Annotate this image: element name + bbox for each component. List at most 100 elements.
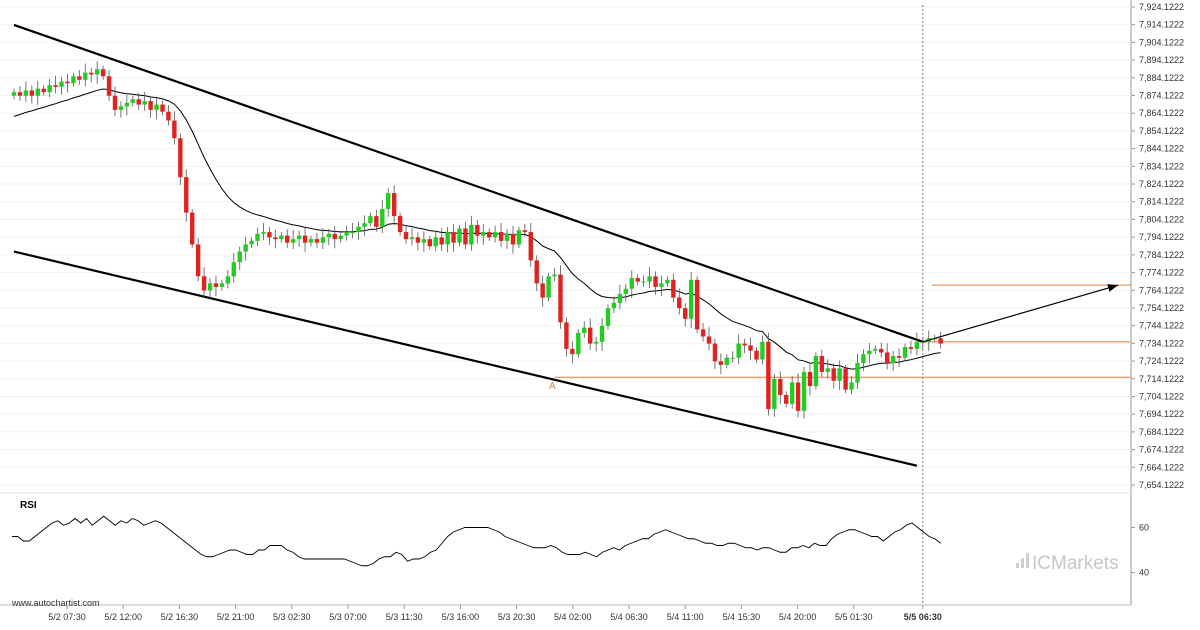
candle-body: [902, 347, 908, 358]
candle-body: [469, 224, 474, 245]
candle-body: [463, 228, 468, 245]
candle-body: [540, 283, 545, 298]
price-tick-label: 7,814.1222: [1139, 197, 1184, 207]
candle-body: [611, 302, 617, 309]
candle-body: [427, 239, 432, 247]
candle-body: [243, 244, 248, 252]
candle-body: [730, 357, 735, 359]
brand-logo: ICMarkets: [1016, 553, 1119, 574]
candle-body: [255, 233, 260, 241]
price-tick-label: 7,824.1222: [1139, 179, 1184, 189]
candle-body: [285, 235, 290, 243]
candle-body: [249, 240, 254, 245]
candle-body: [29, 90, 35, 96]
candle-body: [671, 279, 676, 298]
rsi-tick-label: 40: [1139, 568, 1149, 578]
price-tick-label: 7,714.1222: [1139, 374, 1184, 384]
candle-body: [677, 297, 682, 309]
time-tick-label: 5/2 12:00: [104, 612, 142, 622]
candle-body: [712, 343, 718, 362]
price-tick-label: 7,894.1222: [1139, 55, 1184, 65]
brand-logo-bar-3: [1026, 553, 1029, 568]
price-tick-label: 7,844.1222: [1139, 144, 1184, 154]
candle-body: [534, 260, 539, 284]
time-tick-label: 5/4 02:00: [554, 612, 592, 622]
price-tick-label: 7,784.1222: [1139, 250, 1184, 260]
descending-channel: [13, 23, 924, 467]
candle-body: [314, 239, 320, 243]
horizontal-levels: [554, 284, 1131, 378]
rsi-line: [12, 515, 941, 567]
candle-body: [136, 99, 141, 105]
candle-body: [409, 237, 415, 240]
candle-body: [605, 308, 611, 326]
candle-body: [415, 237, 421, 243]
candle-body: [647, 276, 652, 282]
candle-body: [896, 355, 902, 358]
candle-body: [516, 230, 522, 245]
candle-body: [439, 237, 444, 245]
candle-body: [356, 226, 361, 233]
candle-body: [190, 212, 195, 245]
candle-body: [908, 347, 914, 349]
price-tick-label: 7,694.1222: [1139, 409, 1184, 419]
candle-body: [694, 279, 700, 330]
candle-body: [112, 95, 118, 110]
candle-body: [195, 244, 201, 277]
price-tick-label: 7,794.1222: [1139, 232, 1184, 242]
candle-body: [65, 81, 70, 84]
candle-body: [789, 382, 795, 404]
rsi-tick-label: 60: [1139, 523, 1149, 533]
candle-body: [623, 288, 629, 295]
candle-body: [879, 348, 884, 353]
candle-body: [718, 361, 724, 365]
candle-body: [403, 232, 409, 240]
candle-body: [397, 216, 403, 233]
candle-body: [867, 350, 872, 355]
candle-body: [724, 357, 729, 365]
candle-body: [267, 232, 272, 238]
candle-body: [172, 120, 177, 139]
rsi-title: RSI: [20, 500, 37, 511]
candle-body: [148, 101, 153, 110]
candle-body: [94, 69, 100, 75]
projection-arrow-line: [922, 284, 1119, 343]
candle-body: [77, 76, 82, 80]
candle-body: [368, 216, 373, 224]
candle-body: [201, 276, 207, 291]
candle-body: [582, 327, 587, 333]
candle-body: [124, 102, 130, 107]
candle-body: [546, 276, 551, 298]
candle-body: [938, 338, 943, 344]
candle-body: [83, 72, 88, 80]
candle-body: [35, 88, 40, 96]
candle-body: [154, 104, 159, 110]
projection-arrow-head: [1107, 284, 1118, 292]
candle-body: [700, 329, 706, 337]
price-tick-label: 7,754.1222: [1139, 303, 1184, 313]
candle-body: [261, 232, 266, 234]
candle-body: [855, 363, 860, 383]
candle-body: [296, 235, 302, 240]
candle-body: [374, 216, 379, 227]
candle-body: [558, 274, 563, 323]
candle-body: [754, 350, 759, 360]
candle-body: [302, 235, 308, 243]
time-tick-label: 5/5 06:30: [904, 612, 942, 622]
candle-body: [207, 283, 213, 291]
candle-body: [106, 76, 112, 96]
candle-body: [665, 279, 670, 284]
candle-body: [873, 348, 878, 351]
candle-body: [142, 101, 147, 105]
candle-body: [825, 368, 830, 372]
price-tick-label: 7,664.1222: [1139, 462, 1184, 472]
price-tick-label: 7,674.1222: [1139, 445, 1184, 455]
candle-body: [784, 394, 789, 404]
candle-body: [350, 232, 355, 234]
candle-body: [100, 69, 106, 77]
candle-body: [813, 355, 819, 387]
candle-body: [362, 223, 367, 227]
price-tick-label: 7,804.1222: [1139, 214, 1184, 224]
price-tick-label: 7,684.1222: [1139, 427, 1184, 437]
candle-body: [552, 274, 557, 277]
